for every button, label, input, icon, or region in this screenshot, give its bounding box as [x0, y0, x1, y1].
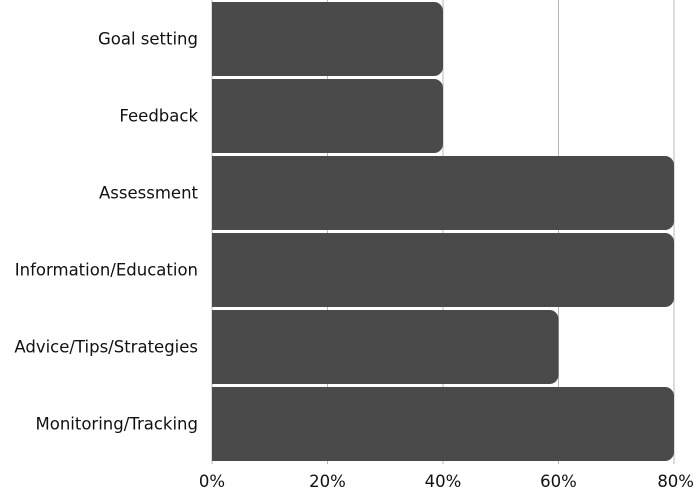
category-label-5: Monitoring/Tracking [36, 415, 199, 434]
bar-5-edge [212, 387, 224, 461]
x-tick-label-1: 20% [309, 472, 346, 491]
bars [212, 2, 674, 461]
x-tick-label-3: 60% [540, 472, 577, 491]
bar-0 [212, 2, 443, 76]
bar-3-edge [212, 233, 224, 307]
bar-0-edge [212, 2, 224, 76]
bar-4-edge [212, 310, 224, 384]
bar-5 [212, 387, 674, 461]
bar-4 [212, 310, 559, 384]
x-tick-label-2: 40% [425, 472, 462, 491]
bar-3 [212, 233, 674, 307]
category-label-3: Information/Education [15, 261, 198, 280]
bar-1 [212, 79, 443, 153]
category-label-2: Assessment [99, 184, 199, 203]
category-label-1: Feedback [119, 107, 198, 126]
x-tick-label-0: 0% [199, 472, 225, 491]
category-label-0: Goal setting [98, 30, 198, 49]
bar-1-edge [212, 79, 224, 153]
bar-2-edge [212, 156, 224, 230]
gridlines [211, 0, 675, 464]
category-labels: Goal setting Feedback Assessment Informatio… [14, 30, 198, 434]
x-tick-label-4: 80% [657, 472, 694, 491]
x-axis-tick-labels: 0% 20% 40% 60% 80% [199, 472, 694, 491]
bar-2 [212, 156, 674, 230]
category-label-4: Advice/Tips/Strategies [14, 338, 198, 357]
